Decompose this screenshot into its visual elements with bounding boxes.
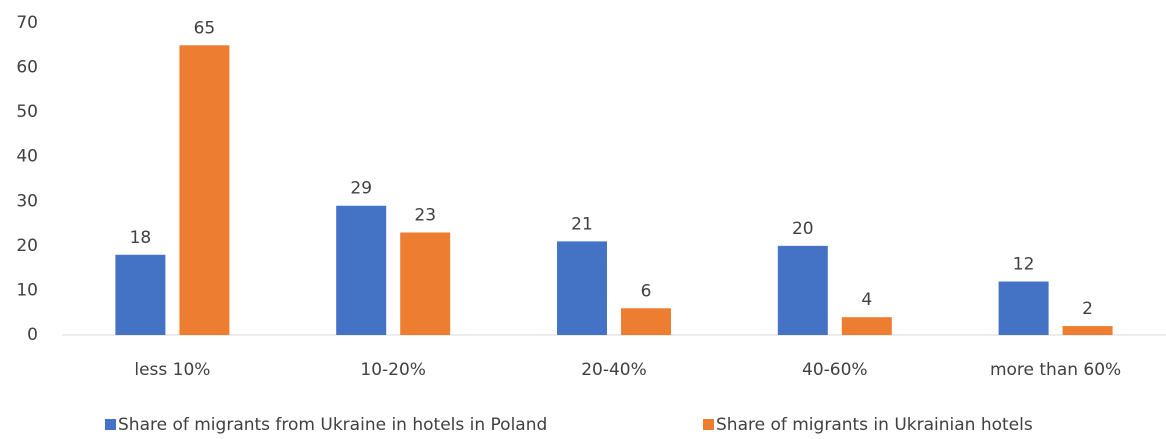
y-tick-label: 10: [16, 280, 38, 300]
x-tick-label: 10-20%: [360, 360, 426, 380]
y-tick-label: 50: [16, 102, 38, 122]
y-tick-label: 70: [16, 13, 38, 33]
bar: [557, 241, 607, 335]
y-tick-label: 20: [16, 236, 38, 256]
data-label: 12: [1013, 255, 1035, 275]
bar: [621, 308, 671, 335]
legend-label: Share of migrants from Ukraine in hotels…: [118, 415, 547, 435]
bar: [179, 45, 230, 336]
y-tick-label: 40: [16, 147, 38, 167]
x-tick-label: less 10%: [134, 360, 210, 380]
legend-label: Share of migrants in Ukrainian hotels: [716, 415, 1033, 435]
y-tick-label: 30: [16, 191, 38, 211]
data-label: 20: [792, 219, 814, 239]
bar: [841, 317, 892, 335]
y-tick-label: 0: [27, 325, 38, 345]
x-tick-label: 20-40%: [581, 360, 647, 380]
data-label: 23: [414, 205, 436, 225]
legend-swatch: [105, 419, 116, 430]
data-label: 21: [571, 214, 593, 234]
data-label: 29: [350, 179, 372, 199]
bar: [998, 281, 1049, 335]
data-label: 2: [1082, 299, 1093, 319]
x-tick-label: 40-60%: [802, 360, 868, 380]
data-label: 6: [641, 281, 652, 301]
bar: [1062, 326, 1113, 335]
bar: [777, 245, 828, 335]
data-label: 65: [194, 18, 216, 38]
y-tick-label: 60: [16, 58, 38, 78]
legend-swatch: [703, 419, 714, 430]
bar: [336, 205, 387, 335]
data-label: 4: [861, 290, 872, 310]
data-label: 18: [130, 228, 152, 248]
bar: [115, 254, 166, 335]
x-tick-label: more than 60%: [990, 360, 1121, 380]
bar: [400, 232, 451, 335]
